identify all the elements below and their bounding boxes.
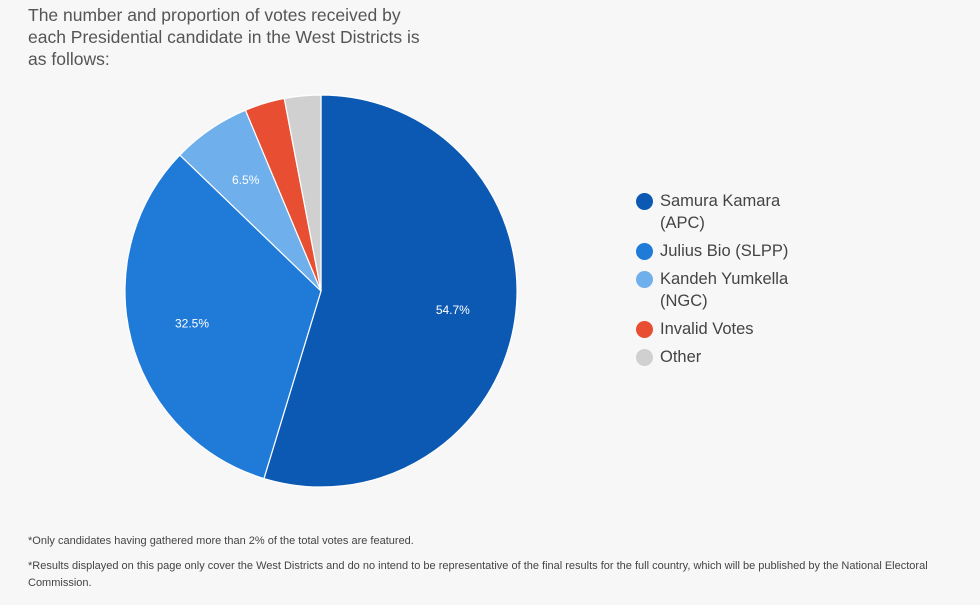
legend-label: Other (660, 348, 702, 366)
legend-label: Julius Bio (SLPP) (660, 242, 789, 260)
pie-data-label: 6.5% (232, 173, 260, 187)
pie-data-labels: 54.7% 32.5% 6.5% (175, 173, 470, 331)
pie-slices (124, 94, 518, 488)
pie-data-label: 54.7% (436, 303, 470, 317)
pie-data-label: 32.5% (175, 317, 209, 331)
pie-slice-julius-bio-slpp (124, 154, 322, 480)
pie-slice-other (283, 94, 322, 292)
legend-item: Julius Bio (SLPP) (636, 240, 836, 262)
legend-swatch (636, 193, 653, 210)
legend-label: Kandeh Yumkella (NGC) (660, 270, 789, 310)
chart-title: The number and proportion of votes recei… (28, 5, 420, 69)
legend-item: Kandeh Yumkella (NGC) (636, 268, 836, 312)
legend-item: Other (636, 346, 836, 368)
legend-label: Invalid Votes (660, 320, 754, 338)
legend-item: Samura Kamara (APC) (636, 190, 836, 234)
footnote-threshold: *Only candidates having gathered more th… (28, 535, 414, 547)
legend-label: Samura Kamara (APC) (660, 192, 781, 232)
legend-swatch (636, 321, 653, 338)
footnote-disclaimer: *Results displayed on this page only cov… (28, 560, 928, 589)
legend-swatch (636, 349, 653, 366)
pie-slice-samura-kamara-apc (263, 94, 518, 488)
chart-legend: Samura Kamara (APC) Julius Bio (SLPP) Kand… (636, 190, 836, 374)
legend-item: Invalid Votes (636, 318, 836, 340)
legend-swatch (636, 243, 653, 260)
legend-swatch (636, 271, 653, 288)
